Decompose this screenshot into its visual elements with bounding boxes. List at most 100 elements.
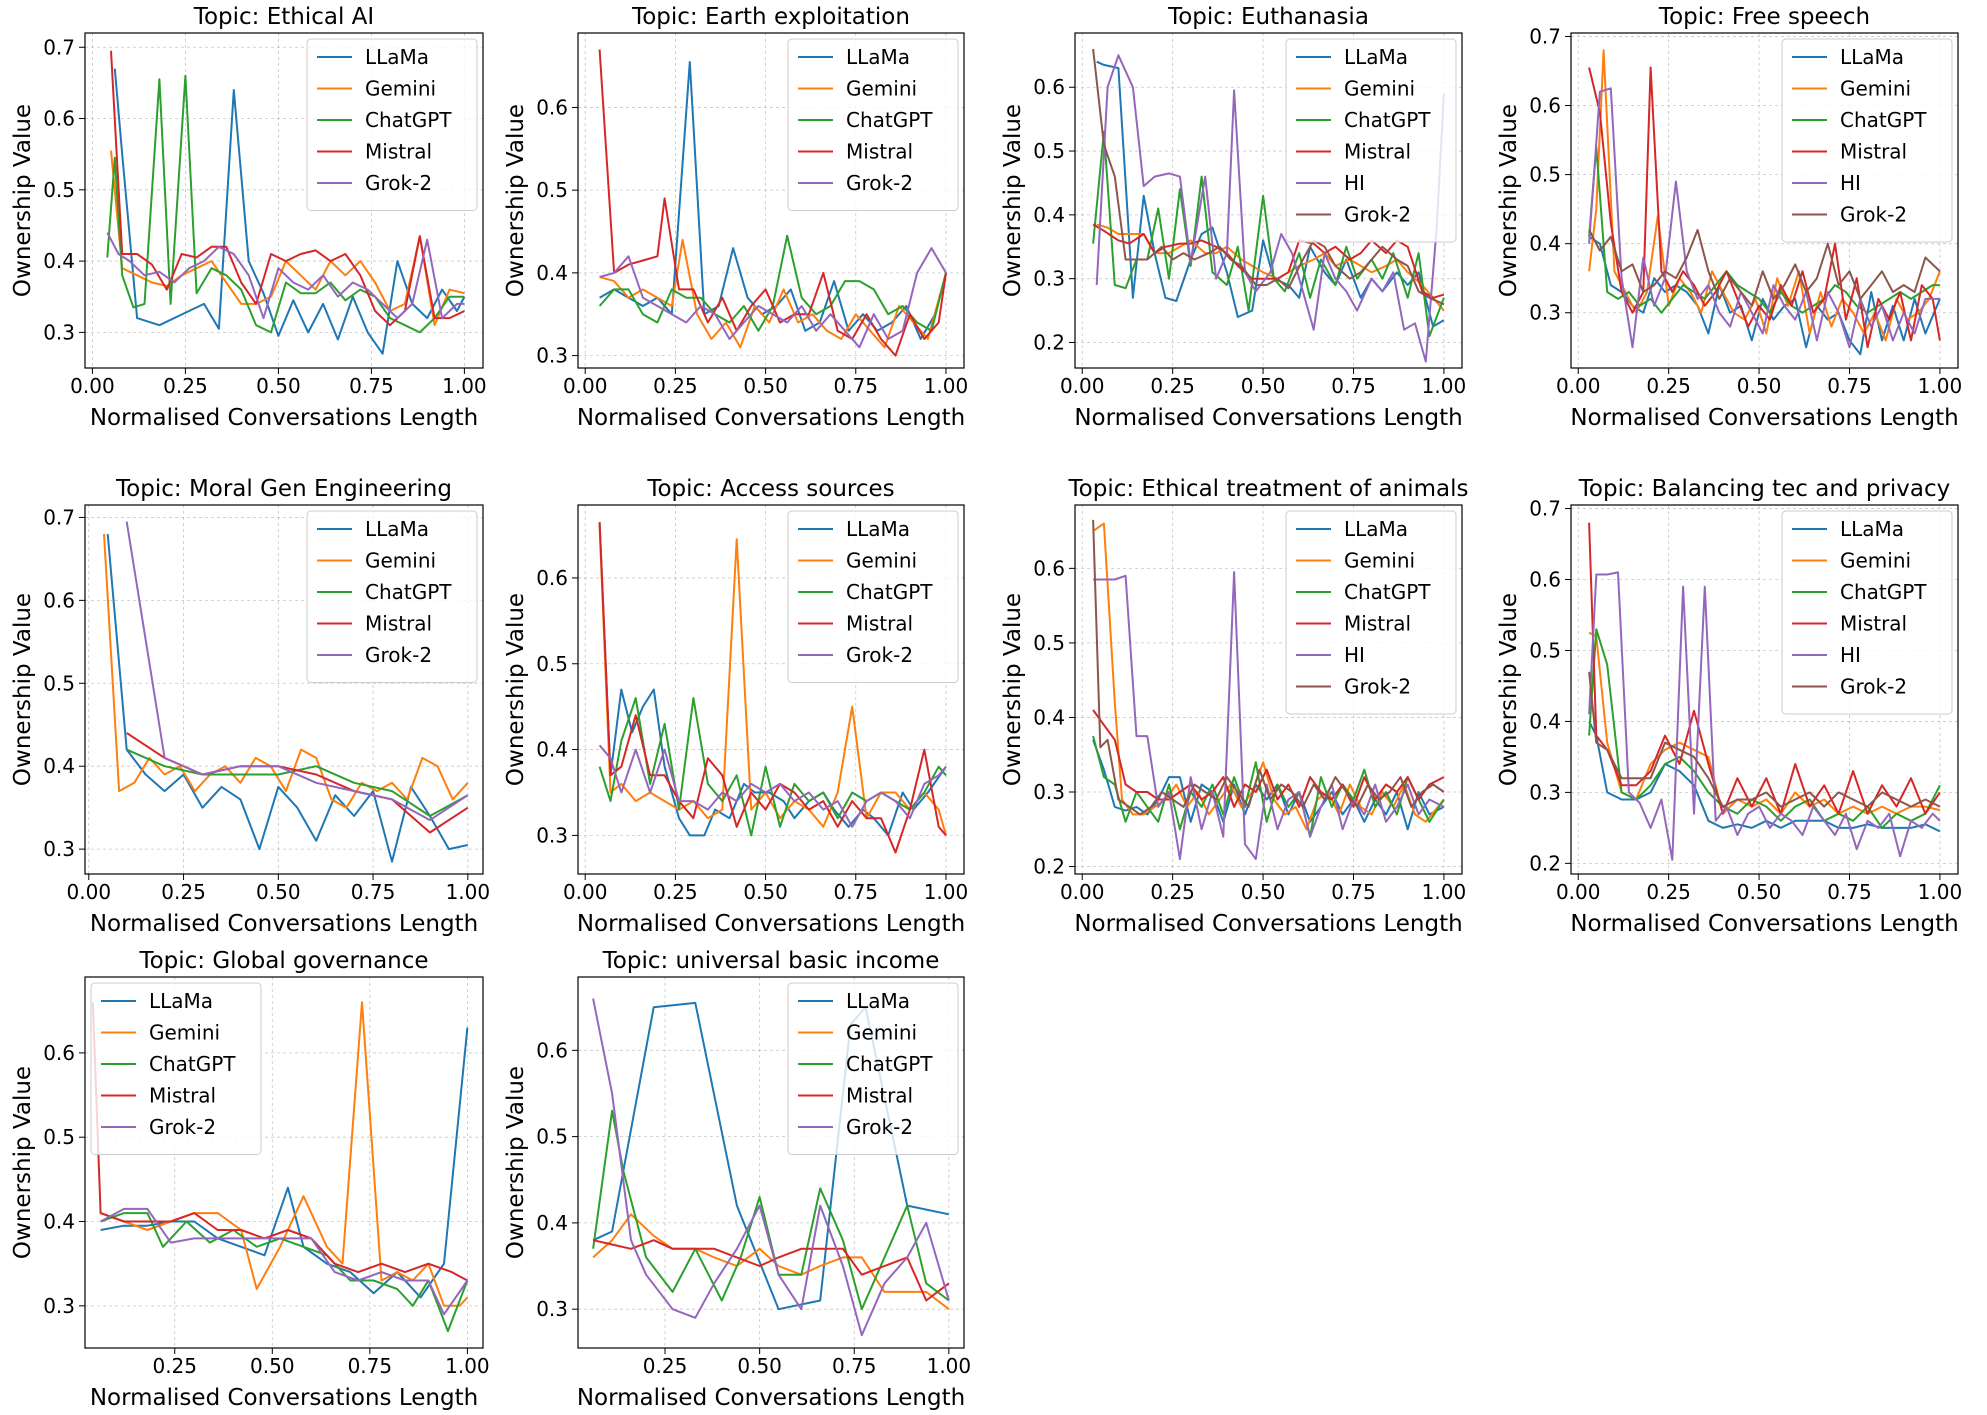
series-line-grok-2 — [1092, 519, 1445, 816]
legend-label-mistral: Mistral — [149, 1084, 216, 1108]
y-tick-label: 0.5 — [536, 1125, 568, 1149]
y-tick-label: 0.5 — [43, 1125, 75, 1149]
legend: LLaMa Gemini ChatGPT Mistral HI Grok-2 — [1285, 510, 1457, 715]
y-tick-label: 0.3 — [1033, 780, 1065, 804]
series-line-mistral — [598, 522, 947, 854]
x-tick-label: 0.50 — [256, 880, 301, 904]
legend-label-grok-2: Grok-2 — [1840, 675, 1907, 699]
legend-label-hi: HI — [1840, 643, 1861, 667]
x-tick-label: 0.25 — [643, 1354, 688, 1378]
legend-label-gemini: Gemini — [1344, 549, 1415, 573]
x-tick-label: 0.50 — [737, 1354, 782, 1378]
series-line-grok-2 — [1588, 671, 1941, 808]
series-line-hi — [1588, 87, 1940, 349]
panel-topic-universal-basic-income: 0.25 0.50 0.75 1.00 0.3 0.4 0.5 0.6 Topic: unive… — [503, 948, 971, 1411]
legend: LLaMa Gemini ChatGPT Mistral Grok-2 — [90, 982, 262, 1155]
legend-label-gemini: Gemini — [846, 77, 917, 101]
x-axis-label: Normalised Conversations Length — [577, 405, 965, 431]
legend: LLaMa Gemini ChatGPT Mistral HI Grok-2 — [1285, 38, 1457, 243]
legend-box — [1285, 38, 1457, 243]
legend-label-chatgpt: ChatGPT — [365, 108, 452, 132]
series-line-mistral — [126, 732, 469, 834]
legend: LLaMa Gemini ChatGPT Mistral Grok-2 — [787, 982, 959, 1155]
legend: LLaMa Gemini ChatGPT Mistral Grok-2 — [306, 38, 478, 211]
x-tick-label: 0.50 — [743, 880, 788, 904]
legend-label-mistral: Mistral — [846, 1084, 913, 1108]
legend: LLaMa Gemini ChatGPT Mistral HI Grok-2 — [1781, 38, 1953, 243]
panel-title: Topic: Moral Gen Engineering — [115, 476, 452, 502]
series-line-grok-2 — [599, 247, 947, 349]
series-line-grok-2 — [125, 521, 469, 822]
x-axis-label: Normalised Conversations Length — [577, 1385, 965, 1411]
axes-frame — [84, 976, 484, 1349]
series-line-chatgpt — [1092, 735, 1445, 838]
x-tick-label: 0.75 — [832, 1354, 877, 1378]
legend-label-mistral: Mistral — [365, 612, 432, 636]
legend-label-grok-2: Grok-2 — [365, 643, 432, 667]
legend-label-mistral: Mistral — [365, 140, 432, 164]
y-tick-label: 0.6 — [1529, 94, 1561, 118]
y-tick-label: 0.3 — [536, 823, 568, 847]
legend-label-gemini: Gemini — [846, 1021, 917, 1045]
y-axis-label: Ownership Value — [503, 1066, 529, 1259]
x-tick-label: 0.25 — [1646, 880, 1691, 904]
panel-title: Topic: universal basic income — [602, 948, 940, 974]
y-tick-label: 0.4 — [1529, 232, 1561, 256]
y-tick-label: 0.7 — [43, 505, 75, 529]
series-line-grok-2 — [1092, 48, 1445, 306]
y-axis-label: Ownership Value — [1496, 593, 1522, 786]
legend-label-llama: LLaMa — [1840, 517, 1904, 541]
y-tick-label: 0.4 — [43, 754, 75, 778]
x-tick-label: 0.25 — [1150, 374, 1195, 398]
series-line-chatgpt — [106, 74, 465, 334]
panel-title: Topic: Earth exploitation — [631, 4, 910, 30]
series-line-llama — [598, 522, 947, 837]
legend-label-gemini: Gemini — [365, 77, 436, 101]
x-tick-label: 0.50 — [1737, 880, 1782, 904]
x-tick-label: 1.00 — [927, 1354, 972, 1378]
x-tick-label: 0.50 — [1737, 374, 1782, 398]
legend-label-gemini: Gemini — [1840, 77, 1911, 101]
series-line-grok-2 — [598, 744, 947, 828]
legend: LLaMa Gemini ChatGPT Mistral Grok-2 — [787, 38, 959, 211]
x-axis-label: Normalised Conversations Length — [1074, 911, 1462, 937]
axes-frame — [577, 504, 965, 875]
x-tick-label: 0.25 — [1646, 374, 1691, 398]
legend-box — [787, 38, 959, 211]
y-tick-label: 0.5 — [1033, 631, 1065, 655]
panel-topic-access-sources: 0.00 0.25 0.50 0.75 1.00 0.3 0.4 0.5 0.6 Topic: A… — [503, 476, 968, 937]
series-line-mistral — [1588, 522, 1941, 815]
x-tick-label: 1.00 — [445, 1354, 490, 1378]
x-tick-label: 0.75 — [1827, 880, 1872, 904]
legend-label-mistral: Mistral — [1840, 140, 1907, 164]
y-tick-label: 0.6 — [43, 1041, 75, 1065]
series-line-llama — [113, 68, 466, 355]
series-line-grok-2 — [100, 1207, 469, 1316]
x-axis-label: Normalised Conversations Length — [1570, 405, 1958, 431]
legend-label-grok-2: Grok-2 — [1840, 203, 1907, 227]
panel-title: Topic: Global governance — [138, 948, 428, 974]
x-tick-label: 0.75 — [349, 374, 394, 398]
x-tick-label: 0.25 — [1150, 880, 1195, 904]
y-tick-label: 0.7 — [1529, 24, 1561, 48]
legend-box — [306, 38, 478, 211]
y-tick-label: 0.6 — [43, 588, 75, 612]
x-tick-label: 0.00 — [67, 880, 112, 904]
x-axis-label: Normalised Conversations Length — [1074, 405, 1462, 431]
y-axis-label: Ownership Value — [1000, 593, 1026, 786]
axes-frame — [1570, 32, 1959, 369]
legend-label-mistral: Mistral — [1344, 140, 1411, 164]
y-tick-label: 0.3 — [1529, 780, 1561, 804]
legend-label-gemini: Gemini — [1840, 549, 1911, 573]
legend-label-mistral: Mistral — [846, 140, 913, 164]
x-tick-label: 1.00 — [442, 374, 487, 398]
panel-title: Topic: Balancing tec and privacy — [1578, 476, 1950, 502]
y-axis-label: Ownership Value — [10, 593, 36, 786]
legend: LLaMa Gemini ChatGPT Mistral Grok-2 — [306, 510, 478, 683]
legend-label-grok-2: Grok-2 — [1344, 203, 1411, 227]
panel-topic-ethical-ai: 0.00 0.25 0.50 0.75 1.00 0.3 0.4 0.5 0.6 0.7 Topic… — [10, 4, 487, 431]
legend-label-gemini: Gemini — [846, 549, 917, 573]
legend-label-llama: LLaMa — [846, 989, 910, 1013]
y-tick-label: 0.4 — [43, 249, 75, 273]
x-tick-label: 0.50 — [256, 374, 301, 398]
